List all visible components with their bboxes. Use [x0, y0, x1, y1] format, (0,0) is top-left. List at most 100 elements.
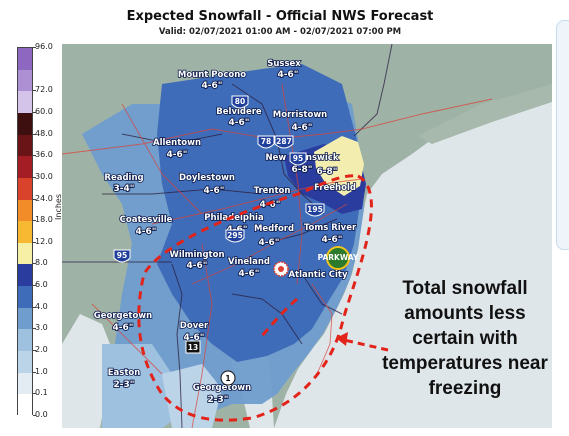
legend-swatch — [18, 264, 32, 287]
amount-medford: 4-6" — [259, 238, 280, 248]
label-belvidere: Belvidere — [216, 107, 262, 117]
amount-vineland: 4-6" — [239, 269, 260, 279]
label-georgetown-de: Georgetown — [193, 383, 251, 393]
shield-i195-icon: 195 — [305, 203, 325, 217]
highway-shields: 80 78 287 95 195 295 — [113, 95, 359, 386]
legend-label: 96.0 — [35, 42, 53, 51]
legend-tick — [33, 47, 36, 48]
map-title: Expected Snowfall - Official NWS Forecas… — [126, 9, 434, 24]
legend-tick — [33, 306, 36, 308]
amount-wilmington: 4-6" — [187, 261, 208, 271]
label-wilmington: Wilmington — [169, 250, 224, 260]
legend-label: 3.0 — [35, 323, 48, 333]
legend-label: 2.0 — [35, 345, 48, 355]
shield-i287-icon: 287 — [274, 135, 294, 149]
legend-label: 60.0 — [35, 106, 53, 116]
legend-label: 72.0 — [35, 85, 53, 95]
svg-text:195: 195 — [307, 205, 323, 214]
legend-tick — [33, 133, 36, 135]
legend-tick — [33, 328, 36, 330]
svg-text:1: 1 — [225, 374, 230, 383]
amount-georgetown-de: 2-3" — [208, 395, 229, 405]
shield-us13-icon: 13 — [185, 340, 201, 354]
label-dover: Dover — [180, 321, 209, 331]
legend-swatch — [18, 69, 32, 92]
label-coatesville: Coatesville — [120, 215, 173, 225]
amount-toms-river: 4-6" — [322, 235, 343, 245]
label-doylestown: Doylestown — [179, 173, 235, 183]
legend-tick — [33, 90, 36, 92]
amount-sussex: 4-6" — [278, 70, 299, 80]
legend-tick — [33, 220, 36, 222]
amount-mount-pocono: 4-6" — [202, 81, 223, 91]
legend-label: 4.0 — [35, 301, 48, 311]
shield-i78-icon: 78 — [257, 135, 275, 149]
boundary-lines — [62, 44, 393, 428]
legend-tick — [33, 263, 36, 265]
label-easton: Easton — [108, 368, 141, 378]
svg-text:78: 78 — [261, 137, 271, 146]
label-morristown: Morristown — [273, 110, 327, 120]
legend-swatch — [18, 134, 32, 157]
legend-swatch — [18, 329, 32, 352]
snow-band-8-12 — [314, 136, 364, 196]
map-canvas: Sussex 4-6" Mount Pocono 4-6" Belvidere … — [62, 44, 552, 428]
amount-doylestown: 4-6" — [204, 186, 225, 196]
label-mount-pocono: Mount Pocono — [178, 70, 246, 80]
annotation-text: Total snowfall amounts less certain with… — [382, 278, 548, 399]
label-freehold: Freehold — [314, 183, 356, 193]
long-island — [417, 84, 552, 144]
legend-tick — [33, 350, 36, 352]
legend-tick — [33, 155, 36, 157]
legend-label: 36.0 — [35, 150, 53, 160]
legend-tick — [33, 371, 36, 373]
legend-swatch — [18, 242, 32, 265]
label-medford: Medford — [254, 224, 294, 234]
legend-label: 8.0 — [35, 258, 48, 268]
amount-new-brunswick: 6-8" — [292, 165, 313, 175]
legend-swatch — [18, 372, 32, 395]
legend-label: 18.0 — [35, 215, 53, 225]
snow-band-2-3 — [102, 344, 182, 428]
uncertainty-outline — [137, 174, 373, 422]
amount-reading: 3-4" — [114, 184, 135, 194]
highway-lines — [62, 83, 493, 428]
legend-swatch — [18, 48, 32, 70]
label-reading: Reading — [104, 173, 143, 183]
amount-dover: 4-6" — [184, 333, 205, 343]
amount-freehold: 6-8" — [317, 167, 338, 177]
label-sussex: Sussex — [267, 59, 301, 69]
amount-georgetown-md: 4-6" — [113, 323, 134, 333]
pointer-arrow-curve — [260, 297, 298, 337]
legend-tick — [33, 176, 36, 178]
legend-label: 30.0 — [35, 171, 53, 181]
legend-swatch — [18, 351, 32, 373]
label-vineland: Vineland — [228, 257, 270, 267]
legend-swatch — [18, 286, 32, 308]
legend-tick — [33, 198, 36, 200]
shield-i80-icon: 80 — [231, 95, 249, 109]
legend-swatch — [18, 156, 32, 178]
label-toms-river: Toms River — [304, 223, 357, 233]
snow-band-4-6 — [157, 64, 360, 362]
label-atlantic-city: Atlantic City — [288, 270, 348, 280]
legend-tick — [33, 415, 36, 416]
label-allentown: Allentown — [153, 138, 201, 148]
legend-label: 6.0 — [35, 280, 48, 290]
color-legend — [17, 47, 33, 416]
pointer-arrowhead-icon — [336, 332, 348, 346]
legend-tick — [33, 285, 36, 287]
svg-text:295: 295 — [227, 231, 243, 240]
pointer-arrow-line — [343, 338, 389, 352]
chesapeake-bay — [62, 314, 114, 428]
svg-text:PARKWAY: PARKWAY — [318, 253, 359, 262]
svg-text:287: 287 — [276, 137, 292, 146]
legend-label: 12.0 — [35, 236, 53, 246]
shield-parkway-icon: PARKWAY — [318, 246, 359, 270]
legend-swatch — [18, 221, 32, 243]
amount-morristown: 4-6" — [292, 123, 313, 133]
amount-coatesville: 4-6" — [136, 227, 157, 237]
legend-swatch — [18, 307, 32, 330]
legend-label: 0.1 — [35, 388, 48, 398]
